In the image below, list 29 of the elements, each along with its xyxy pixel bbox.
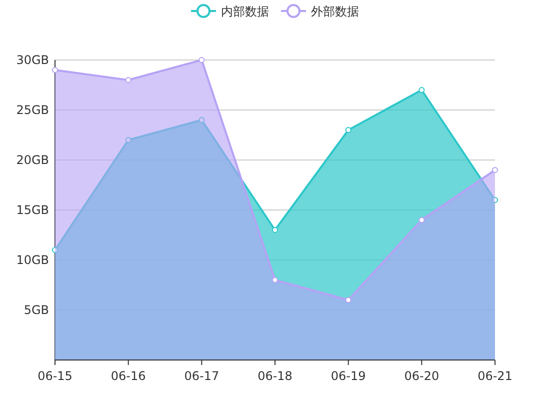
- point: [52, 67, 58, 73]
- point: [125, 77, 132, 83]
- x-tick-label: 06-19: [330, 369, 366, 383]
- x-tick-label: 06-15: [38, 369, 72, 383]
- point: [345, 127, 352, 133]
- point: [272, 277, 278, 283]
- point: [125, 137, 132, 143]
- point: [198, 57, 205, 63]
- y-tick-label: 20GB: [16, 153, 49, 167]
- point: [418, 217, 425, 223]
- x-tick-label: 06-20: [404, 369, 440, 383]
- x-tick-label: 06-18: [258, 369, 292, 383]
- x-tick-label: 06-17: [184, 369, 220, 383]
- legend-label: 外部数据: [311, 4, 359, 18]
- point: [52, 247, 58, 253]
- x-tick-label: 06-16: [110, 369, 146, 383]
- point: [345, 297, 352, 303]
- point: [418, 87, 425, 93]
- y-tick-label: 10GB: [16, 253, 49, 267]
- x-tick-label: 06-21: [478, 369, 512, 383]
- point: [272, 227, 278, 233]
- point: [198, 117, 205, 123]
- y-tick-label: 5GB: [24, 303, 49, 317]
- y-tick-label: 25GB: [16, 103, 49, 117]
- point: [492, 197, 498, 203]
- y-tick-label: 30GB: [16, 53, 49, 67]
- legend-label: 内部数据: [221, 4, 269, 18]
- y-tick-label: 15GB: [16, 203, 49, 217]
- point: [492, 167, 498, 173]
